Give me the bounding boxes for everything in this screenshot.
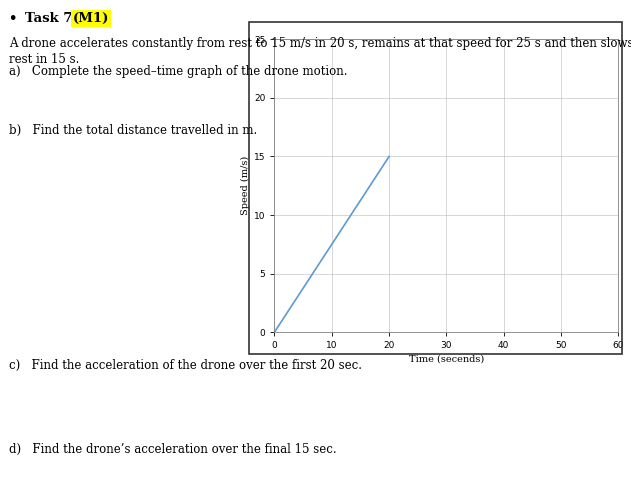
Text: (M1): (M1) (73, 12, 109, 25)
Text: •: • (9, 12, 27, 25)
Text: d)   Find the drone’s acceleration over the final 15 sec.: d) Find the drone’s acceleration over th… (9, 443, 337, 456)
Text: A drone accelerates constantly from rest to 15 m/s in 20 s, remains at that spee: A drone accelerates constantly from rest… (9, 37, 631, 50)
Y-axis label: Speed (m/s): Speed (m/s) (240, 156, 250, 215)
Text: rest in 15 s.: rest in 15 s. (9, 53, 80, 65)
Text: a)   Complete the speed–time graph of the drone motion.: a) Complete the speed–time graph of the … (9, 65, 348, 78)
Text: Task 7:: Task 7: (25, 12, 83, 25)
X-axis label: Time (secends): Time (secends) (409, 354, 484, 363)
Text: c)   Find the acceleration of the drone over the first 20 sec.: c) Find the acceleration of the drone ov… (9, 359, 362, 372)
Text: b)   Find the total distance travelled in m.: b) Find the total distance travelled in … (9, 124, 257, 137)
